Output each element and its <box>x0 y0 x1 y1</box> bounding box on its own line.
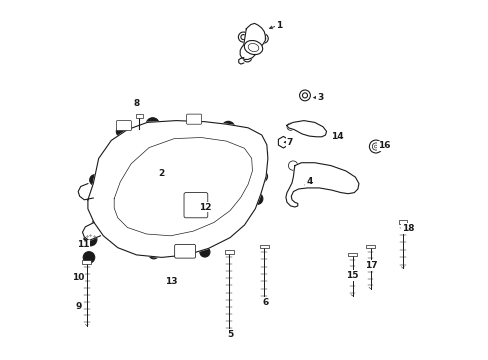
Polygon shape <box>88 121 267 257</box>
Text: 7: 7 <box>286 138 292 147</box>
Text: 13: 13 <box>165 277 178 286</box>
Circle shape <box>256 147 267 159</box>
Circle shape <box>83 252 95 263</box>
Text: 6: 6 <box>263 298 269 307</box>
Bar <box>82 260 91 264</box>
Text: 10: 10 <box>72 273 84 282</box>
Bar <box>260 245 268 248</box>
Bar <box>224 250 233 254</box>
FancyBboxPatch shape <box>156 172 158 175</box>
Bar <box>347 253 356 256</box>
Text: 1: 1 <box>275 21 281 30</box>
Text: 11: 11 <box>77 240 89 249</box>
Polygon shape <box>278 136 288 148</box>
Circle shape <box>187 118 200 131</box>
Polygon shape <box>78 184 93 200</box>
Circle shape <box>92 219 103 229</box>
Polygon shape <box>240 23 265 59</box>
Text: 5: 5 <box>226 330 233 338</box>
Text: 16: 16 <box>377 141 389 150</box>
Bar <box>366 245 374 248</box>
Circle shape <box>146 118 159 131</box>
Polygon shape <box>286 121 326 137</box>
FancyBboxPatch shape <box>136 114 142 118</box>
Text: 14: 14 <box>330 132 343 141</box>
Polygon shape <box>285 163 358 207</box>
Polygon shape <box>82 222 101 240</box>
FancyBboxPatch shape <box>186 114 201 124</box>
Text: 8: 8 <box>133 99 140 108</box>
Circle shape <box>148 249 159 259</box>
Polygon shape <box>114 138 252 236</box>
Circle shape <box>256 171 267 182</box>
Text: 4: 4 <box>305 177 312 186</box>
FancyBboxPatch shape <box>183 193 207 218</box>
Circle shape <box>251 193 263 204</box>
Circle shape <box>116 125 129 138</box>
Text: 3: 3 <box>316 93 323 102</box>
Text: 17: 17 <box>364 261 377 270</box>
Text: 9: 9 <box>76 302 82 311</box>
Circle shape <box>222 121 234 134</box>
Text: 12: 12 <box>198 202 211 211</box>
Text: 2: 2 <box>158 169 164 178</box>
Text: 15: 15 <box>346 271 358 280</box>
Circle shape <box>89 175 101 185</box>
Text: 18: 18 <box>401 224 414 233</box>
FancyBboxPatch shape <box>116 121 131 131</box>
Ellipse shape <box>248 44 258 51</box>
Circle shape <box>84 233 97 246</box>
Circle shape <box>200 247 209 257</box>
Bar <box>398 220 407 224</box>
FancyBboxPatch shape <box>174 244 195 258</box>
Circle shape <box>89 196 101 207</box>
Ellipse shape <box>244 40 262 55</box>
